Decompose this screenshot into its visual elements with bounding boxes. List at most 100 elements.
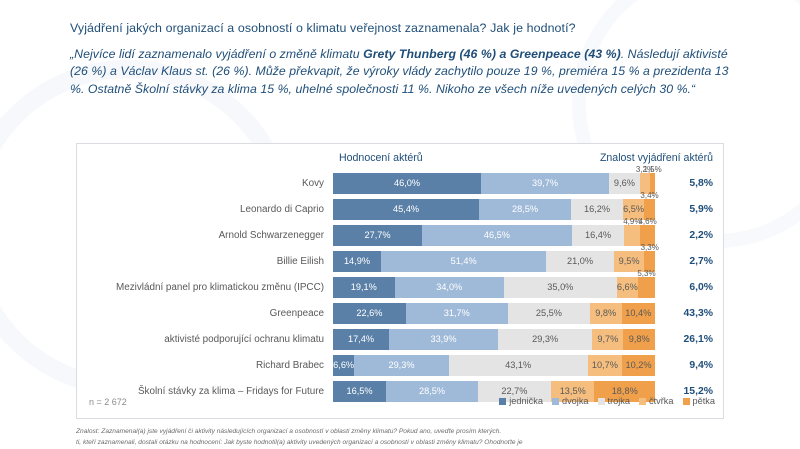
bar-segment-dvojka: 29,3%	[354, 354, 449, 376]
bar-segment-dvojka: 28,5%	[386, 380, 478, 402]
stacked-bar: 27,7% 46,5% 16,4% 4,9% 4,6%	[333, 217, 657, 246]
segment-value-label: 4,9%	[623, 216, 642, 226]
row-label: Billie Eilish	[276, 255, 324, 267]
legend-label: dvojka	[561, 396, 589, 406]
bar-segment-jednička: 45,4%	[333, 198, 480, 220]
knowledge-value: 26,1%	[683, 333, 713, 345]
bar-segment-pětka: 5,3%	[637, 269, 656, 298]
chart-row: aktivisté podporující ochranu klimatu 17,…	[77, 327, 723, 351]
bar-segment-čtvřka: 9,7%	[592, 328, 624, 350]
stacked-bar: 46,0% 39,7% 9,6% 3,2% 1,5%	[333, 165, 662, 194]
bar-segment-pětka: 4,6%	[638, 217, 657, 246]
row-label: Greenpeace	[269, 307, 324, 319]
bar-segment-jednička: 27,7%	[333, 224, 423, 246]
bar-segment-jednička: 22,6%	[333, 302, 406, 324]
bar-segment-dvojka: 34,0%	[394, 276, 504, 298]
bar-segment-čtvřka: 3,2%	[636, 165, 654, 194]
knowledge-value: 43,3%	[683, 307, 713, 319]
chart-row: Školní stávky za klima – Fridays for Fut…	[77, 379, 723, 403]
bar-segment-trojka: 35,0%	[503, 276, 617, 298]
page-content: Vyjádření jakých organizací a osobností …	[0, 0, 800, 99]
knowledge-value: 5,9%	[689, 203, 713, 215]
sample-size: n = 2 672	[89, 397, 127, 407]
row-label: Arnold Schwarzenegger	[218, 229, 324, 241]
bar-segment-pětka: 3,4%	[640, 191, 659, 220]
legend-label: jednička	[509, 396, 543, 406]
legend-label: čtvřka	[649, 396, 674, 406]
bar-segment-trojka: 22,7%	[477, 380, 551, 402]
legend-label: pětka	[692, 396, 715, 406]
legend-swatch	[639, 397, 646, 405]
bar-segment-trojka: 16,2%	[570, 198, 624, 220]
knowledge-value: 6,0%	[689, 281, 713, 293]
legend-item: dvojka	[551, 396, 589, 406]
bar-segment-dvojka: 28,5%	[479, 198, 571, 220]
bar-segment-dvojka: 46,5%	[422, 224, 572, 246]
bar-segment-trojka: 43,1%	[448, 354, 588, 376]
row-label: aktivisté podporující ochranu klimatu	[164, 333, 324, 345]
bar-segment-jednička: 16,5%	[333, 380, 387, 402]
quote-highlight: Grety Thunberg (46 %) a Greenpeace (43 %…	[363, 46, 621, 61]
row-label: Školní stávky za klima – Fridays for Fut…	[137, 385, 324, 397]
legend-swatch	[597, 397, 605, 405]
chart-row: Arnold Schwarzenegger 27,7% 46,5% 16,4% 4,9%…	[77, 217, 723, 247]
bar-segment-čtvřka: 10,7%	[587, 354, 623, 376]
bar-segment-trojka: 21,0%	[546, 250, 614, 272]
bar-segment-čtvřka: 6,5%	[623, 198, 645, 220]
bar-segment-dvojka: 31,7%	[405, 302, 508, 324]
knowledge-value: 5,8%	[689, 177, 713, 189]
chart-row: Mezivládní panel pro klimatickou změnu (…	[77, 269, 723, 299]
knowledge-value: 15,2%	[683, 385, 713, 397]
row-label: Richard Brabec	[255, 359, 324, 371]
bar-segment-pětka: 9,8%	[623, 328, 655, 350]
legend-item: čtvřka	[639, 396, 674, 406]
segment-value-label: 3,2%	[635, 164, 655, 174]
bar-segment-jednička: 6,6%	[333, 354, 355, 376]
bar-segment-pětka: 10,2%	[622, 354, 655, 376]
bar-segment-trojka: 25,5%	[507, 302, 590, 324]
chart-row: Richard Brabec 6,6% 29,3% 43,1% 10,7% 10,2% 9,…	[77, 353, 723, 377]
segment-value-label: 3,4%	[640, 190, 659, 200]
bar-segment-jednička: 19,1%	[333, 276, 395, 298]
bar-segment-pětka: 3,3%	[641, 243, 659, 272]
bar-segment-trojka: 9,6%	[608, 172, 640, 194]
bar-segment-čtvřka: 6,6%	[616, 276, 638, 298]
footnotes: Znalost: Zaznamenal(a) jste vyjádření či…	[76, 427, 736, 449]
bar-segment-čtvřka: 13,5%	[550, 380, 595, 402]
legend-item: trojka	[597, 396, 630, 406]
chart-row: Greenpeace 22,6% 31,7% 25,5% 9,8% 10,4% 43,3%	[77, 301, 723, 325]
row-label: Kovy	[302, 177, 324, 189]
bar-segment-jednička: 46,0%	[333, 172, 482, 194]
legend-item: jednička	[499, 396, 543, 406]
legend-swatch	[551, 397, 559, 405]
bar-segment-pětka: 18,8%	[594, 380, 655, 402]
segment-value-label: 1,5%	[643, 164, 662, 174]
bar-segment-čtvřka: 9,8%	[589, 302, 622, 324]
stacked-bar: 17,4% 33,9% 29,3% 9,7% 9,8%	[333, 328, 655, 350]
footnote-line-2: ti, kteří zaznamenali, dostali otázku na…	[76, 438, 523, 446]
segment-value-label: 3,3%	[640, 242, 659, 252]
bar-segment-pětka: 10,4%	[621, 302, 655, 324]
bar-segment-dvojka: 33,9%	[388, 328, 499, 350]
bar-segment-čtvřka: 9,5%	[613, 250, 645, 272]
row-label: Leonardo di Caprio	[240, 203, 324, 215]
chart-row: Billie Eilish 14,9% 51,4% 21,0% 9,5% 3,3% 2,7%	[77, 243, 723, 273]
knowledge-value: 2,2%	[689, 229, 713, 241]
stacked-bar: 45,4% 28,5% 16,2% 6,5% 3,4%	[333, 191, 659, 220]
page-title: Vyjádření jakých organizací a osobností …	[70, 21, 576, 35]
summary-quote: „Nejvíce lidí zaznamenalo vyjádření o zm…	[70, 46, 730, 100]
bar-segment-pětka: 1,5%	[643, 165, 662, 194]
legend-swatch	[682, 397, 690, 405]
row-label: Mezivládní panel pro klimatickou změnu (…	[115, 281, 324, 293]
segment-value-label: 5,3%	[637, 268, 656, 278]
legend-item: pětka	[682, 396, 715, 406]
legend-swatch	[499, 397, 507, 405]
bar-segment-jednička: 14,9%	[333, 250, 381, 272]
chart-footer: n = 2 672 jednička dvojka trojka čtvřka pětk…	[77, 395, 723, 411]
chart-card: Hodnocení aktérů Znalost vyjádření aktér…	[76, 143, 724, 419]
column-header-rating: Hodnocení aktérů	[339, 152, 423, 164]
legend-label: trojka	[607, 396, 630, 406]
stacked-bar: 22,6% 31,7% 25,5% 9,8% 10,4%	[333, 302, 655, 324]
bar-segment-dvojka: 51,4%	[380, 250, 547, 272]
knowledge-value: 2,7%	[689, 255, 713, 267]
